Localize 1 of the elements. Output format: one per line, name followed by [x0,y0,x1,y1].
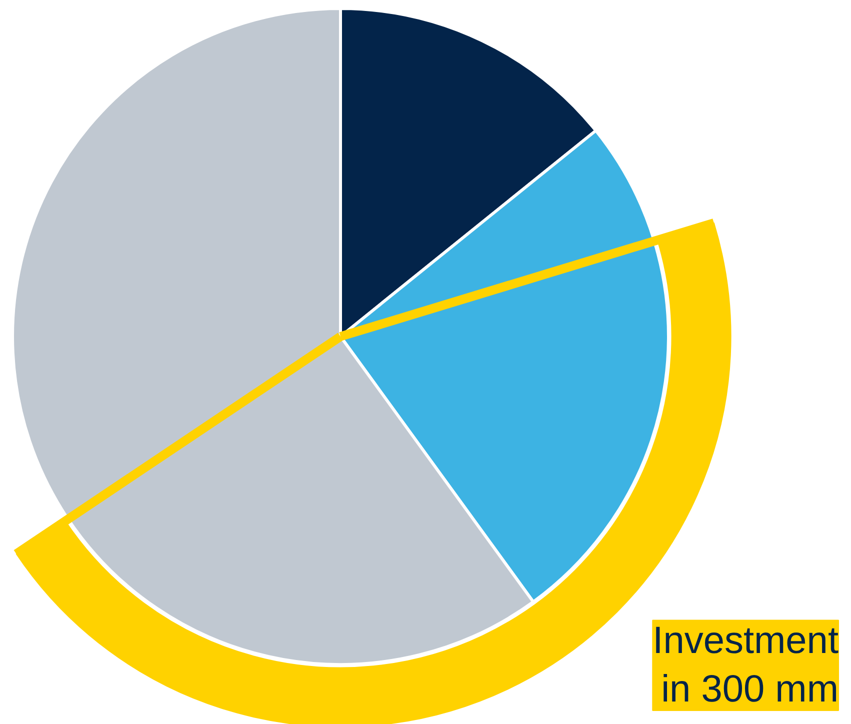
text: Investment in 300 mm [652,620,839,710]
